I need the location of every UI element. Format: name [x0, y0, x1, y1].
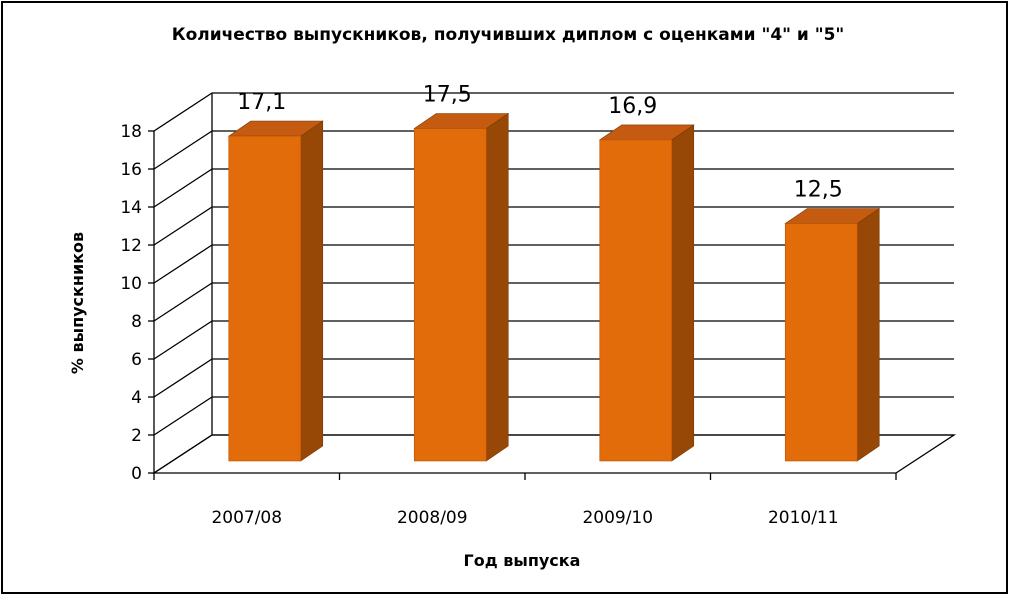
y-tick-label: 4: [131, 388, 142, 408]
x-tick-label: 2007/08: [211, 508, 282, 528]
bar-front: [228, 135, 302, 462]
bar-side: [856, 207, 880, 462]
bar-side: [485, 112, 509, 462]
gridline: [153, 206, 954, 246]
gridlines: [148, 92, 954, 480]
gridline: [153, 168, 954, 208]
y-tick-labels: 0 2 4 6 8 10 12 14 16 18: [120, 122, 142, 484]
bar-front: [599, 139, 673, 462]
x-tick-label: 2009/10: [582, 508, 653, 528]
y-tick-label: 18: [120, 122, 142, 142]
bar-front: [784, 223, 858, 462]
y-tick-label: 14: [120, 198, 142, 218]
x-tick-label: 2010/11: [768, 508, 839, 528]
data-label: 16,9: [608, 94, 657, 119]
data-label: 17,5: [423, 83, 472, 108]
y-tick-label: 2: [131, 426, 142, 446]
x-axis-label: Год выпуска: [464, 551, 581, 570]
y-tick-label: 6: [131, 350, 142, 370]
gridline: [153, 92, 954, 132]
y-tick-label: 8: [131, 312, 142, 332]
gridline: [153, 396, 954, 436]
gridline: [153, 244, 954, 284]
gridline: [153, 282, 954, 322]
gridline: [153, 130, 954, 170]
bar-chart: Количество выпускников, получивших дипло…: [68, 25, 957, 570]
bars: [227, 112, 881, 462]
x-tick-labels: 2007/08 2008/09 2009/10 2010/11: [211, 508, 838, 528]
y-axis-label: % выпускников: [68, 232, 87, 374]
data-labels: 17,1 17,5 16,9 12,5: [237, 83, 842, 203]
x-tick-label: 2008/09: [397, 508, 468, 528]
data-label: 12,5: [794, 178, 843, 203]
y-tick-label: 16: [120, 160, 142, 180]
bar-side: [671, 124, 695, 462]
gridline: [153, 434, 954, 474]
bar-side: [300, 120, 324, 462]
bar: [413, 112, 510, 462]
bar: [784, 207, 881, 462]
gridline: [153, 320, 954, 360]
chart-title: Количество выпускников, получивших дипло…: [172, 25, 845, 45]
y-tick-label: 12: [120, 236, 142, 256]
bar: [598, 124, 695, 462]
bar-front: [413, 128, 487, 462]
data-label: 17,1: [237, 90, 286, 115]
y-tick-label: 10: [120, 274, 142, 294]
y-tick-label: 0: [131, 464, 142, 484]
gridline: [153, 358, 954, 398]
bar: [227, 120, 324, 462]
